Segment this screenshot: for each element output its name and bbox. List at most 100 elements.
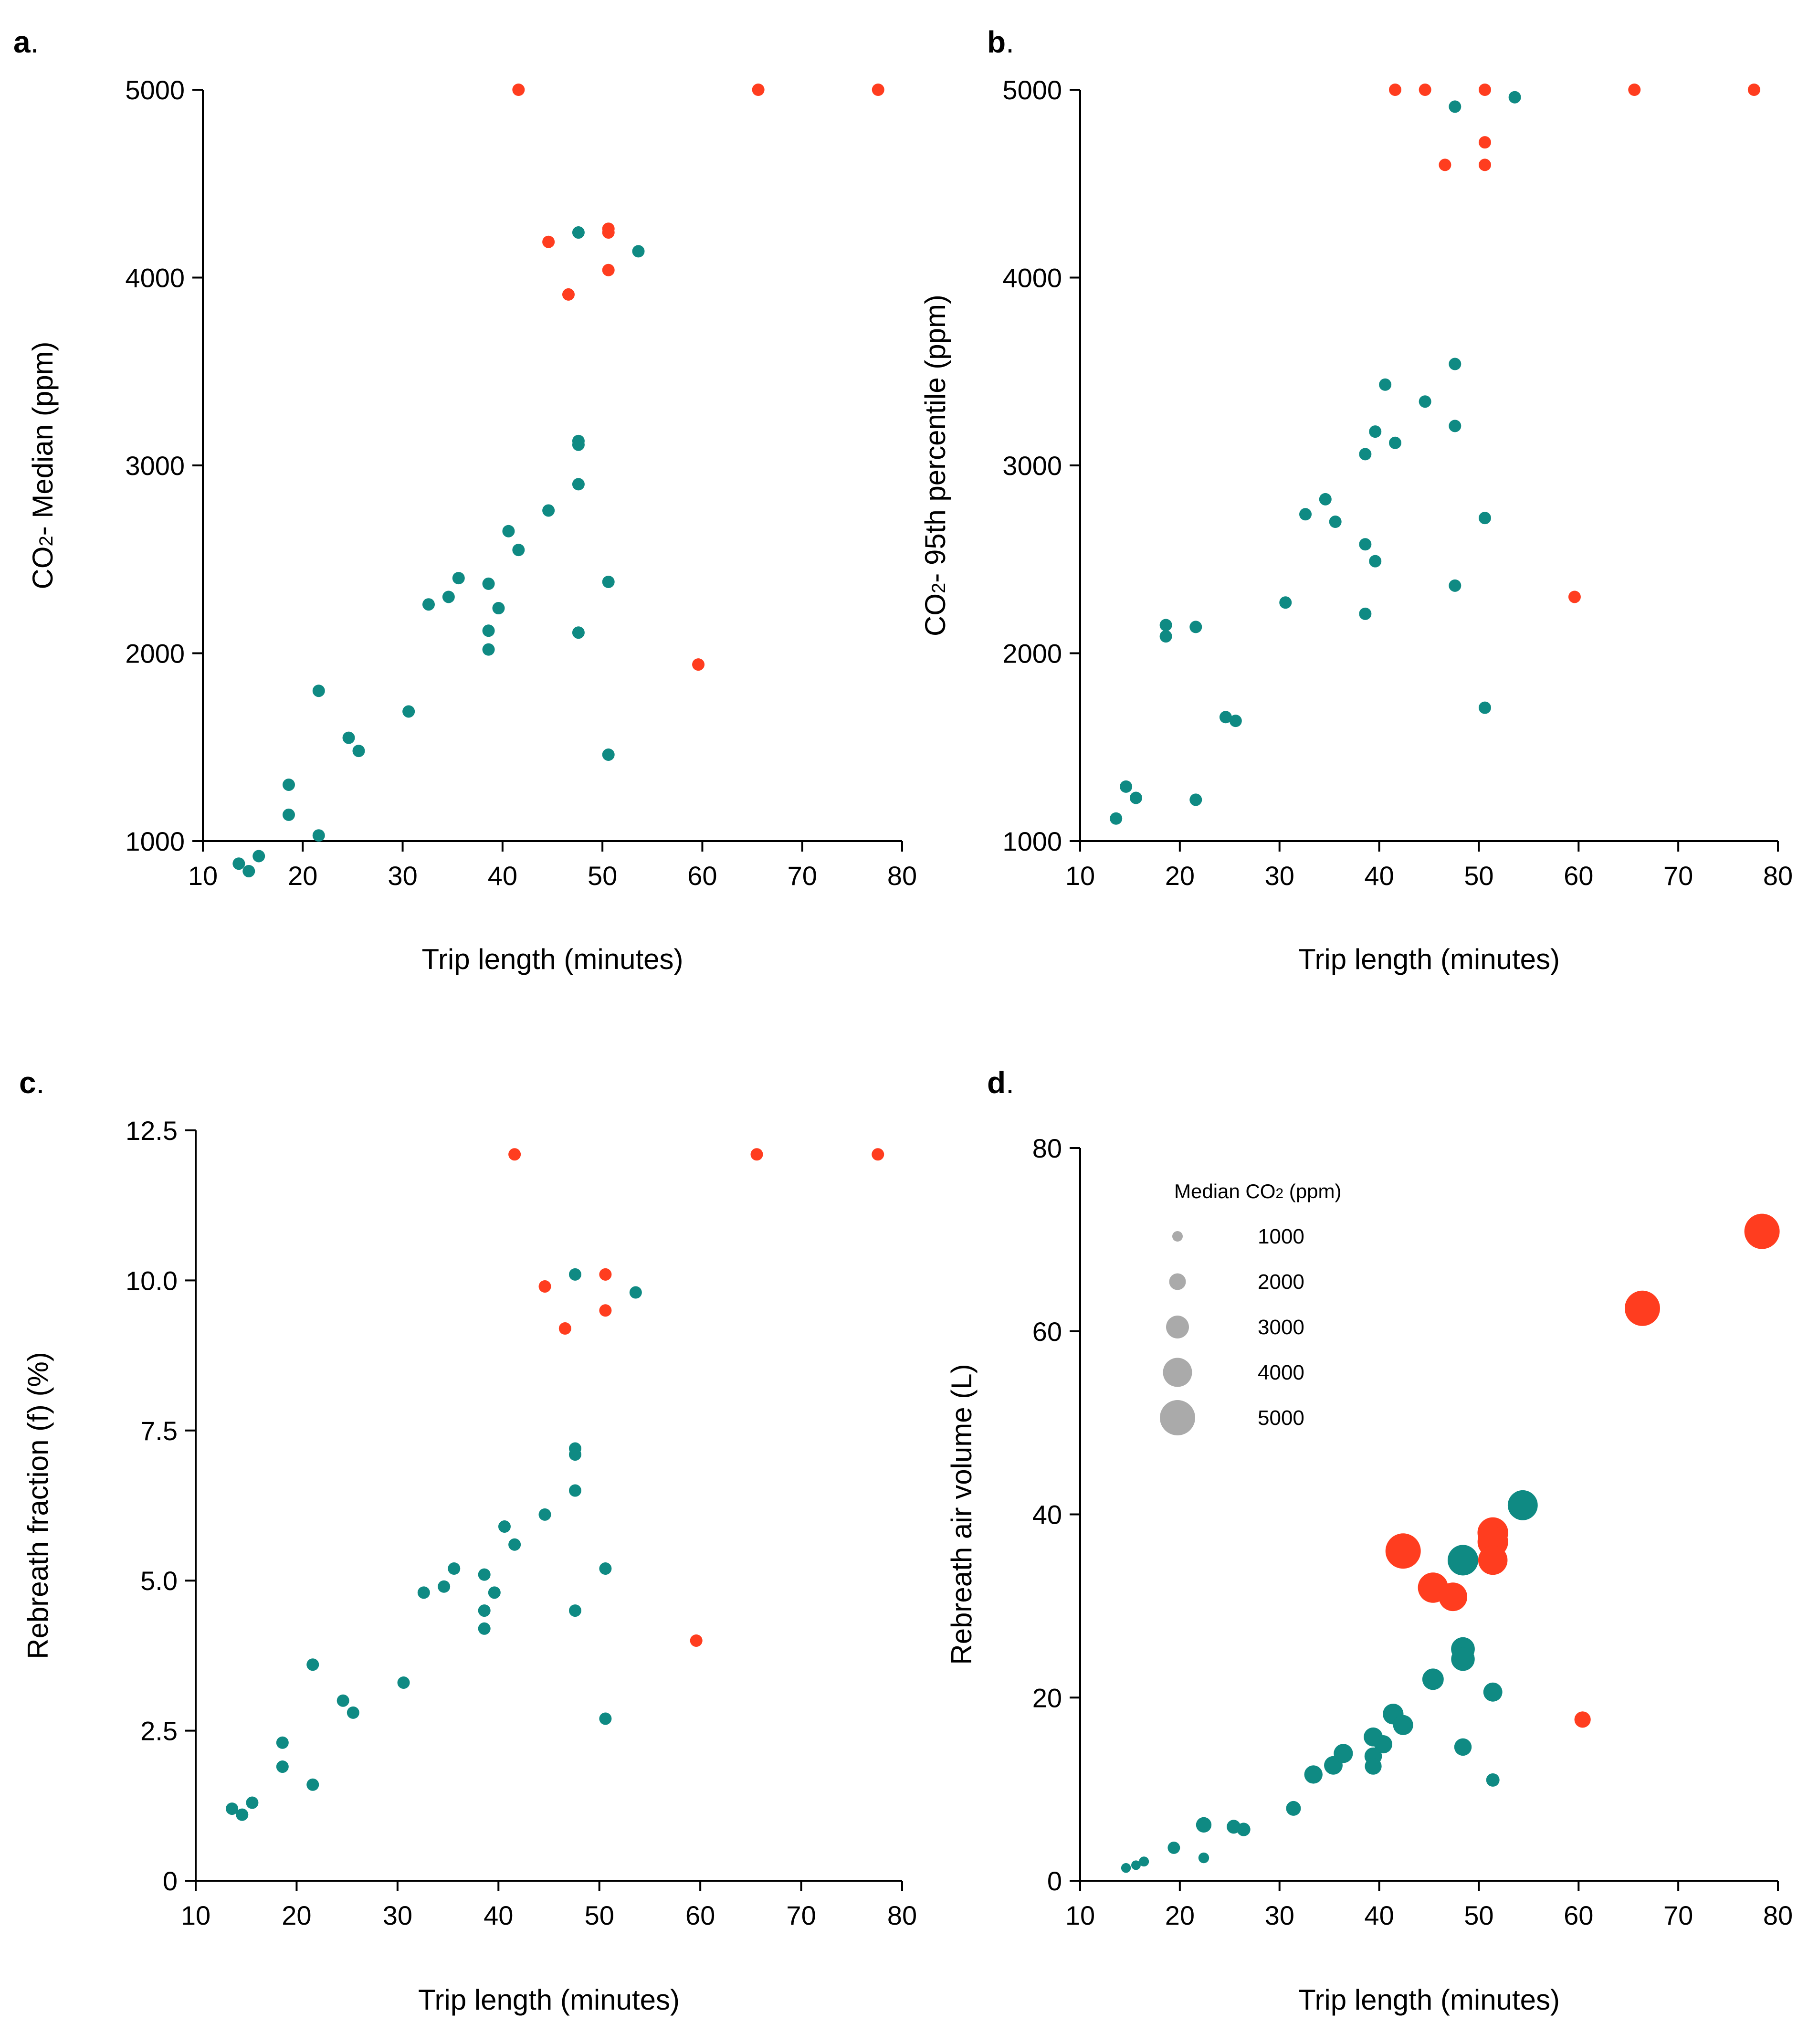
panel-letter-char: a (13, 25, 31, 59)
data-point (1286, 1801, 1301, 1816)
data-point (1483, 1682, 1503, 1702)
data-point (276, 1760, 289, 1773)
data-point (478, 1604, 491, 1617)
data-point (1454, 1738, 1472, 1756)
x-tick-label: 30 (383, 1900, 412, 1930)
data-point (1159, 619, 1172, 632)
data-point (1439, 158, 1451, 171)
data-point (1120, 780, 1133, 793)
data-point (1419, 395, 1431, 408)
data-point (306, 1778, 319, 1791)
y-tick-label: 20 (1032, 1683, 1062, 1713)
x-axis-label: Trip length (minutes) (418, 1984, 680, 2016)
y-tick-label: 40 (1032, 1500, 1062, 1530)
data-point (482, 577, 495, 590)
data-point (599, 1562, 612, 1575)
data-point (1198, 1852, 1209, 1864)
series-red (1388, 84, 1760, 603)
panel-b: b. 10 20 30 40 50 60 70 80 1000 2000 3000 4000 5000 Tr… (919, 25, 1793, 975)
data-point (1237, 1823, 1251, 1836)
data-point (1478, 136, 1491, 149)
data-point (422, 598, 435, 611)
data-point (1369, 425, 1382, 438)
x-tick-label: 80 (1763, 861, 1793, 891)
series-teal (232, 226, 645, 877)
data-point (872, 84, 884, 96)
y-tick-label: 3000 (125, 451, 185, 481)
data-point (442, 590, 455, 603)
y-tick-label: 5000 (1002, 75, 1062, 105)
data-point (1507, 1490, 1538, 1520)
data-point (482, 624, 495, 637)
x-tick-label: 20 (1165, 861, 1195, 891)
data-point (1359, 538, 1372, 551)
size-legend: Median CO2 (ppm) 1000 2000 3000 4000 5000 (1160, 1180, 1341, 1435)
x-axis-label: Trip length (minutes) (422, 943, 683, 975)
series-teal (226, 1268, 642, 1821)
data-point (1110, 812, 1123, 825)
data-point (1419, 84, 1431, 96)
y-tick-label: 0 (1047, 1866, 1062, 1896)
series-teal (1110, 91, 1521, 825)
x-tick-label: 50 (585, 1900, 614, 1930)
y-axis-label: Rebreath air volume (L) (946, 1364, 978, 1665)
data-point (1478, 701, 1491, 714)
data-point (1388, 84, 1401, 96)
data-point (1744, 1213, 1780, 1249)
data-point (488, 1586, 501, 1599)
data-point (690, 1634, 703, 1647)
series-teal (1121, 1490, 1538, 1873)
y-tick-label: 5.0 (140, 1566, 178, 1596)
panel-a: a. 10 20 30 40 50 60 70 80 1000 2000 3000 4000 5000 Tr… (13, 25, 917, 975)
data-point (1219, 711, 1232, 724)
data-point (872, 1148, 884, 1161)
data-point (312, 829, 325, 842)
x-tick-label: 50 (588, 861, 617, 891)
legend-size-marker (1160, 1400, 1195, 1435)
y-tick-label: 10.0 (126, 1265, 178, 1296)
data-point (402, 705, 415, 718)
data-point (1747, 84, 1760, 96)
panel-d: d. 10 20 30 40 50 60 70 80 0 20 40 60 80 Trip length (… (946, 1065, 1793, 2016)
data-point (452, 572, 465, 585)
data-point (1568, 590, 1581, 603)
data-point (478, 1568, 491, 1581)
data-point (1319, 493, 1332, 506)
data-point (1422, 1668, 1444, 1690)
x-tick-label: 20 (288, 861, 317, 891)
data-point (568, 1604, 581, 1617)
data-point (1365, 1758, 1382, 1775)
panel-letter-dot: . (1006, 25, 1014, 59)
y-tick-label: 1000 (1002, 826, 1062, 856)
x-tick-label: 80 (887, 861, 917, 891)
data-point (1447, 1545, 1479, 1576)
legend-title-main: Median CO (1174, 1180, 1275, 1202)
data-point (572, 626, 585, 639)
x-tick-label: 80 (1763, 1900, 1793, 1930)
data-point (232, 857, 245, 870)
x-tick-label: 40 (488, 861, 517, 891)
x-tick-label: 50 (1464, 1900, 1493, 1930)
data-point (508, 1538, 521, 1551)
data-point (568, 1484, 581, 1497)
legend-title-subscript: 2 (1275, 1186, 1283, 1201)
data-point (1229, 715, 1242, 727)
x-tick-label: 30 (1265, 1900, 1294, 1930)
data-point (632, 245, 645, 258)
data-point (1478, 1545, 1508, 1575)
panel-letter: d. (987, 1065, 1014, 1100)
panel-c: c. 10 20 30 40 50 60 70 80 0 2.5 5.0 7.5 10.0 12.5 Trip… (19, 1065, 917, 2016)
data-point (1131, 1860, 1141, 1870)
legend-size-marker (1169, 1273, 1186, 1290)
data-point (417, 1586, 430, 1599)
data-point (512, 544, 525, 557)
data-point (242, 864, 255, 877)
data-point (602, 748, 615, 761)
data-point (1121, 1863, 1131, 1873)
data-point (1439, 1582, 1468, 1612)
data-point (1393, 1715, 1413, 1735)
y-axis-label-main: Rebreath fraction (f) (%) (22, 1352, 54, 1659)
data-point (1449, 420, 1462, 432)
data-point (498, 1520, 511, 1533)
panel-letter-dot: . (1006, 1065, 1014, 1100)
